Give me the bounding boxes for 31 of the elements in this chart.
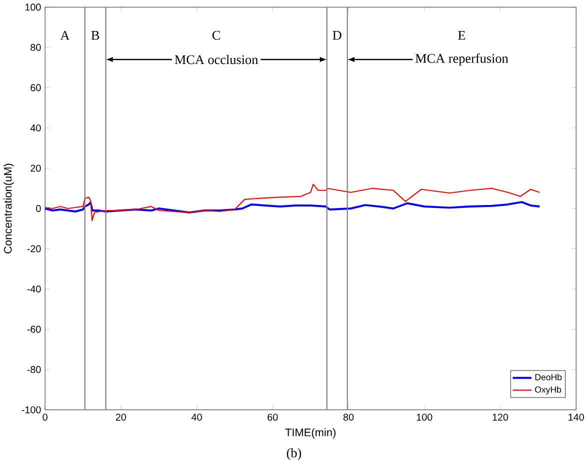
x-tick-label: 100 [416,414,432,421]
y-tick-label: 40 [30,124,41,132]
annotation: MCA reperfusion [415,54,508,66]
y-tick-label: -80 [27,366,41,374]
y-tick-label: -100 [22,406,41,414]
y-axis-title: Concentration(uM) [4,164,14,254]
x-tick-label: 140 [568,414,584,421]
y-tick-label: 100 [25,4,41,11]
text: (b) [286,448,302,460]
annotation: B [91,31,100,40]
legend-label: OxyHb [535,386,562,395]
annotation: E [458,31,466,40]
annotation: MCA occlusion [174,54,258,64]
x-tick-label: 80 [343,414,354,421]
x-tick-label: 20 [116,414,126,421]
y-tick-label: 0 [36,205,41,212]
annotation: C [212,31,220,40]
x-tick-label: 60 [268,414,278,421]
y-tick-label: 80 [30,44,41,52]
y-tick-label: -40 [27,286,41,293]
legend-label: DeoHb [535,374,562,380]
x-tick-label: 40 [192,414,202,421]
x-tick-label: 120 [492,414,508,421]
annotation: D [332,31,342,40]
y-tick-label: -60 [27,326,41,333]
y-tick-label: -20 [27,245,41,252]
y-tick-label: 20 [30,164,41,172]
annotation: A [60,31,70,40]
y-tick-label: 60 [30,84,41,92]
x-axis-title: TIME(min) [285,428,336,439]
x-tick-label: 0 [42,414,48,421]
